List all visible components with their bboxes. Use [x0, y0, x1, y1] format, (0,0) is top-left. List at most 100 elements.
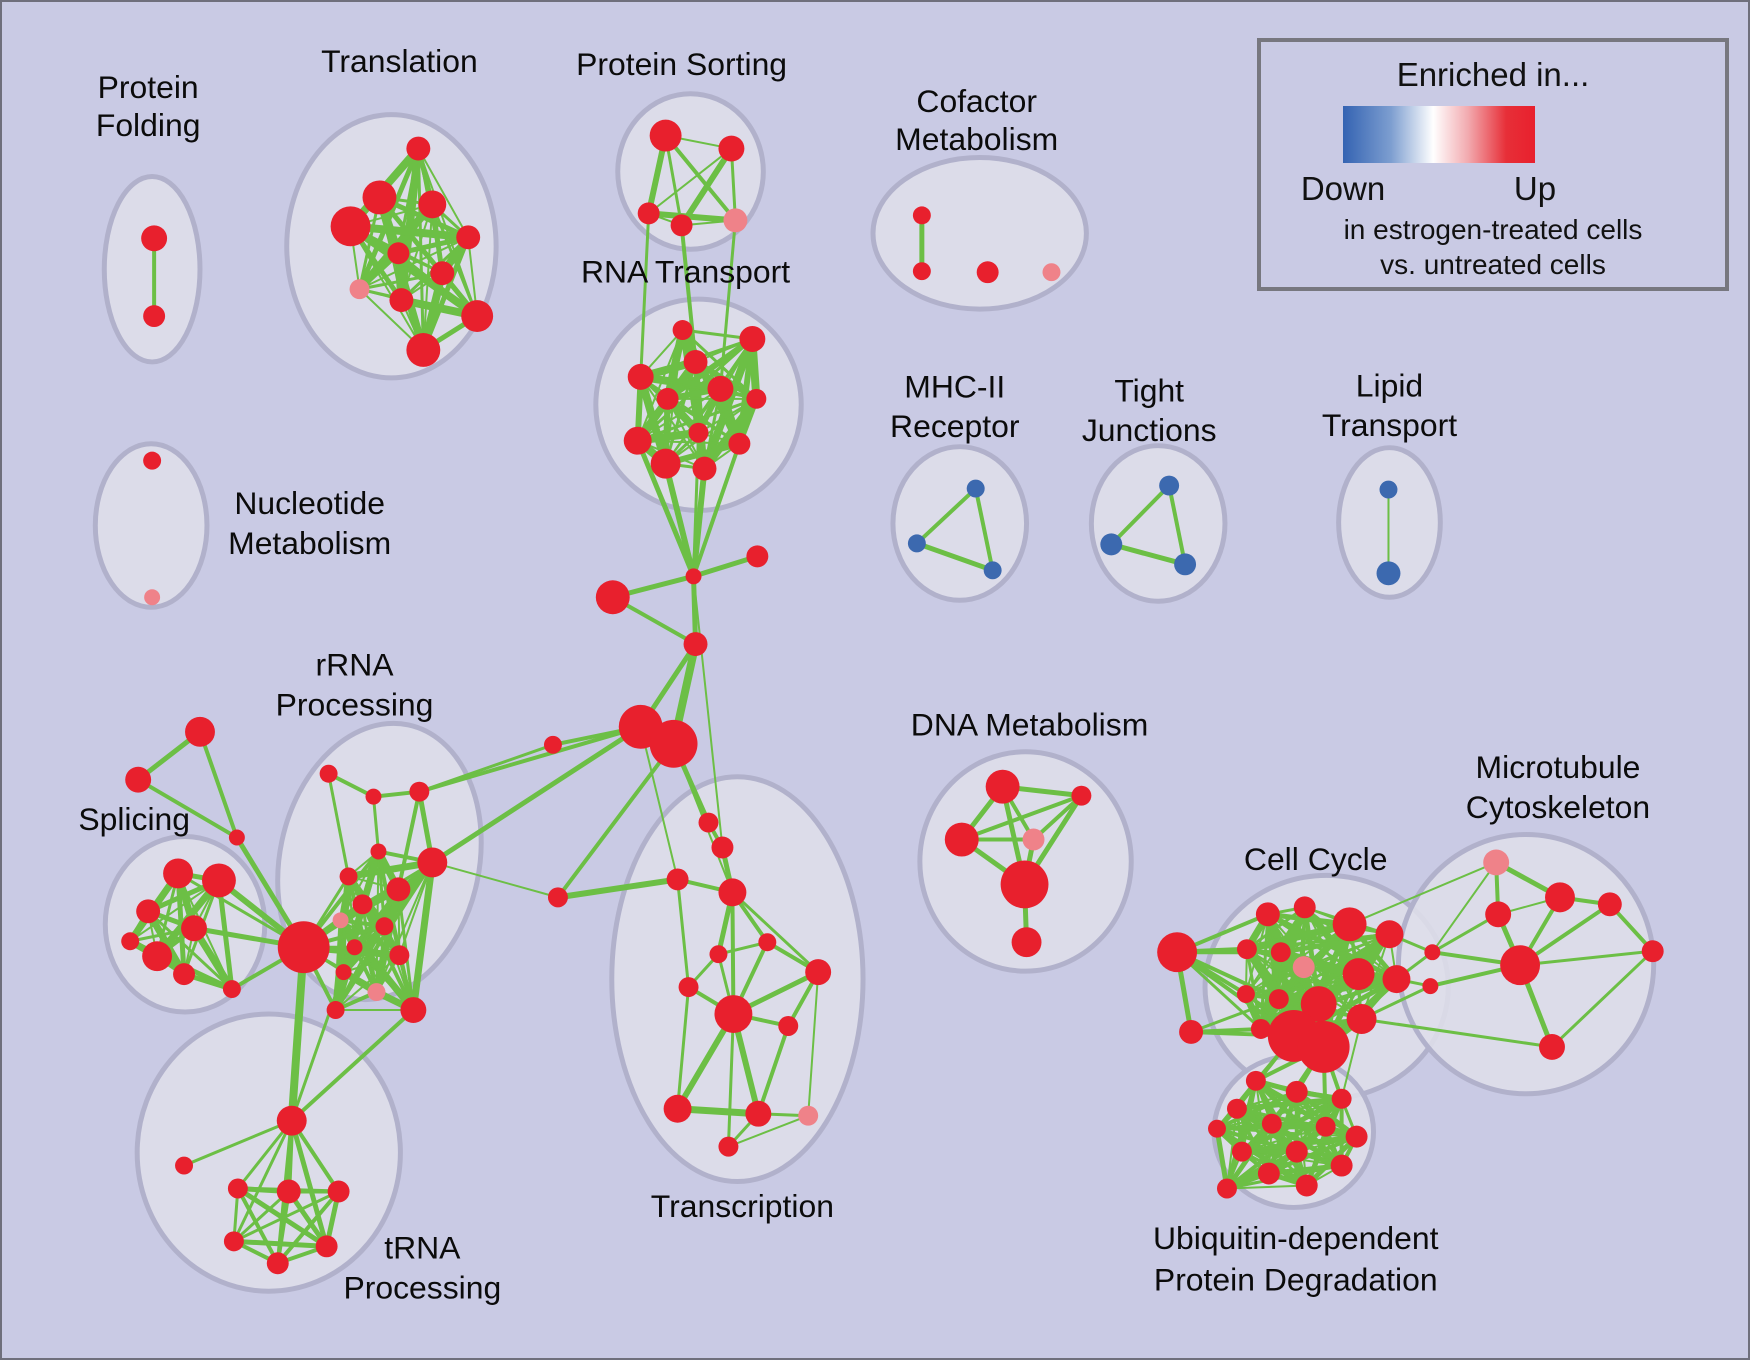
gene-set-node-c2[interactable] — [1293, 896, 1316, 919]
gene-set-node-x10[interactable] — [778, 1016, 799, 1036]
gene-set-node-nright[interactable] — [746, 545, 769, 568]
gene-set-node-u12[interactable] — [1295, 1174, 1318, 1197]
gene-set-node-pf1[interactable] — [141, 225, 168, 252]
gene-set-node-r9[interactable] — [623, 426, 652, 455]
gene-set-node-x4[interactable] — [718, 878, 747, 907]
gene-set-node-t8[interactable] — [349, 279, 370, 300]
gene-set-node-bigleft[interactable] — [595, 580, 630, 615]
gene-set-node-rr11[interactable] — [346, 939, 363, 956]
gene-set-node-r2[interactable] — [739, 326, 766, 352]
gene-set-node-d2[interactable] — [1071, 785, 1092, 806]
gene-set-node-mt5[interactable] — [1500, 945, 1541, 986]
gene-set-node-h3[interactable] — [277, 921, 330, 974]
gene-set-node-c13[interactable] — [1346, 1004, 1377, 1034]
gene-set-node-cf2[interactable] — [912, 262, 931, 281]
gene-set-node-u11[interactable] — [1257, 1162, 1280, 1185]
gene-set-node-t7[interactable] — [430, 261, 455, 286]
gene-set-node-sb[interactable] — [125, 766, 152, 793]
gene-set-node-sp7[interactable] — [222, 980, 241, 999]
gene-set-node-t2[interactable] — [362, 180, 397, 215]
gene-set-node-u3[interactable] — [1331, 1088, 1352, 1109]
gene-set-node-c11[interactable] — [1268, 989, 1289, 1010]
gene-set-node-x2[interactable] — [711, 836, 734, 859]
gene-set-node-nm2[interactable] — [144, 589, 161, 606]
gene-set-node-u14[interactable] — [1216, 1178, 1237, 1199]
gene-set-node-r5[interactable] — [656, 387, 679, 410]
gene-set-node-ps4[interactable] — [670, 214, 693, 237]
gene-set-node-c6[interactable] — [1270, 942, 1291, 963]
gene-set-node-sp4[interactable] — [181, 915, 207, 942]
gene-set-node-mt9[interactable] — [1641, 940, 1664, 963]
gene-set-node-rr5[interactable] — [370, 843, 387, 860]
gene-set-node-j1[interactable] — [685, 568, 702, 585]
gene-set-node-r11[interactable] — [650, 448, 681, 479]
gene-set-node-mt2[interactable] — [1545, 882, 1575, 913]
gene-set-node-c3[interactable] — [1332, 907, 1367, 942]
gene-set-node-rr6[interactable] — [339, 867, 358, 886]
gene-set-node-tj3[interactable] — [1174, 553, 1197, 576]
gene-set-node-c1[interactable] — [1255, 902, 1280, 927]
gene-set-node-d4[interactable] — [1022, 828, 1045, 851]
gene-set-node-mt6[interactable] — [1422, 978, 1439, 995]
gene-set-node-r12[interactable] — [692, 456, 717, 481]
gene-set-node-mt4[interactable] — [1424, 944, 1441, 961]
gene-set-node-ps2[interactable] — [718, 135, 745, 162]
gene-set-node-c5[interactable] — [1236, 939, 1257, 960]
gene-set-node-u4[interactable] — [1226, 1098, 1247, 1119]
gene-set-node-d6[interactable] — [1011, 927, 1042, 958]
gene-set-node-c10[interactable] — [1236, 985, 1255, 1004]
gene-set-node-t9[interactable] — [389, 288, 414, 313]
gene-set-node-sp6[interactable] — [173, 963, 196, 986]
gene-set-node-d1[interactable] — [985, 769, 1020, 804]
gene-set-node-tt1[interactable] — [227, 1178, 248, 1199]
gene-set-node-x12[interactable] — [745, 1100, 772, 1127]
gene-set-node-cc_left[interactable] — [1157, 932, 1198, 973]
gene-set-node-x9[interactable] — [805, 959, 832, 986]
gene-set-node-tt3[interactable] — [327, 1180, 350, 1203]
gene-set-node-c14[interactable] — [1250, 1019, 1271, 1039]
gene-set-node-sp2[interactable] — [201, 863, 236, 898]
gene-set-node-rr15[interactable] — [326, 1001, 345, 1019]
gene-set-node-sp5[interactable] — [142, 941, 173, 972]
gene-set-node-rr2[interactable] — [365, 788, 382, 805]
gene-set-node-u5[interactable] — [1261, 1113, 1282, 1134]
gene-set-node-t6[interactable] — [387, 242, 410, 265]
gene-set-node-t3[interactable] — [418, 190, 447, 219]
gene-set-node-tt4[interactable] — [223, 1231, 244, 1252]
gene-set-node-x1[interactable] — [698, 812, 719, 833]
gene-set-node-x7[interactable] — [678, 977, 699, 998]
gene-set-node-rr14[interactable] — [367, 983, 386, 1002]
gene-set-node-pf2[interactable] — [143, 305, 166, 328]
gene-set-node-r7[interactable] — [746, 388, 767, 409]
gene-set-node-r3[interactable] — [683, 349, 708, 374]
gene-set-node-conn[interactable] — [547, 887, 568, 908]
gene-set-node-sa[interactable] — [185, 716, 215, 747]
gene-set-node-rr13[interactable] — [335, 964, 352, 981]
gene-set-node-tt5[interactable] — [315, 1235, 338, 1258]
gene-set-node-rr1[interactable] — [319, 764, 338, 783]
gene-set-node-tt6[interactable] — [266, 1252, 289, 1275]
gene-set-node-r4[interactable] — [627, 363, 654, 390]
gene-set-node-ps5[interactable] — [723, 208, 748, 233]
gene-set-node-lp2[interactable] — [1376, 561, 1401, 586]
gene-set-node-tr_hub[interactable] — [276, 1105, 307, 1136]
gene-set-node-u8[interactable] — [1231, 1141, 1252, 1162]
gene-set-node-u2[interactable] — [1285, 1080, 1308, 1103]
gene-set-node-mt8[interactable] — [1539, 1033, 1565, 1060]
gene-set-node-mt7[interactable] — [1597, 892, 1622, 917]
gene-set-node-ccbig2[interactable] — [1297, 1020, 1350, 1073]
gene-set-node-c4[interactable] — [1375, 920, 1404, 949]
gene-set-node-m3[interactable] — [983, 561, 1002, 580]
gene-set-node-x14[interactable] — [718, 1136, 739, 1157]
gene-set-node-rr7[interactable] — [352, 894, 373, 915]
gene-set-node-x5[interactable] — [758, 933, 777, 952]
gene-set-node-nm1[interactable] — [143, 451, 162, 470]
gene-set-node-c7[interactable] — [1292, 956, 1315, 979]
gene-set-node-rr8[interactable] — [386, 877, 411, 902]
gene-set-node-sp1[interactable] — [163, 858, 194, 889]
gene-set-node-ps3[interactable] — [637, 202, 660, 225]
gene-set-node-mt1[interactable] — [1483, 849, 1510, 876]
gene-set-node-rr3[interactable] — [409, 781, 430, 802]
gene-set-node-tj1[interactable] — [1159, 475, 1180, 496]
gene-set-node-u6[interactable] — [1315, 1116, 1336, 1137]
